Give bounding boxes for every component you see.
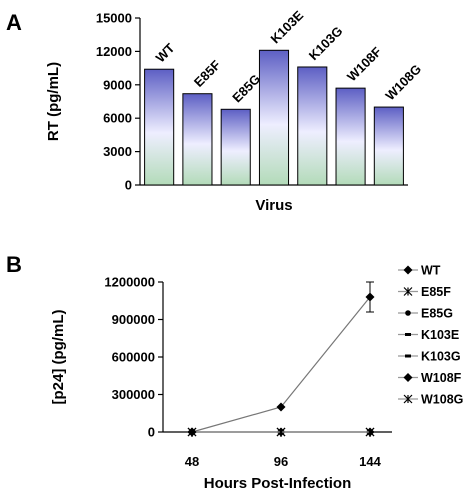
series-e85f xyxy=(187,427,375,437)
diamond-marker xyxy=(365,292,375,302)
legend-marker xyxy=(405,333,411,336)
panel-b-y-tick-label: 0 xyxy=(148,425,155,440)
star-marker xyxy=(403,287,413,296)
legend-label: WT xyxy=(421,264,441,278)
bar-w108f xyxy=(335,87,366,186)
bar-label-wt: WT xyxy=(153,40,178,65)
panel-a-x-axis-title: Virus xyxy=(255,197,292,214)
panel-b-x-tick-label: 96 xyxy=(274,454,288,469)
legend-label: W108F xyxy=(421,371,462,385)
panel-a-y-tick-label: 9000 xyxy=(103,77,132,92)
legend-label: E85F xyxy=(421,285,451,299)
panel-b-y-tick-label: 600000 xyxy=(112,350,155,365)
legend-item-k103e: K103E xyxy=(398,328,459,342)
bar-e85f xyxy=(182,93,213,186)
bar-label-k103g: K103G xyxy=(306,23,346,63)
diamond-marker xyxy=(403,373,413,382)
panel-b-y-tick-label: 1200000 xyxy=(104,275,155,290)
legend-label: E85G xyxy=(421,307,453,321)
legend-marker xyxy=(403,373,413,382)
dash-marker xyxy=(405,333,411,336)
point-wt-96 xyxy=(276,402,286,412)
legend-item-e85f: E85F xyxy=(398,285,451,299)
legend-marker xyxy=(405,354,411,358)
bar-k103e xyxy=(258,49,290,186)
legend-item-w108f: W108F xyxy=(398,371,462,385)
point-e85f-96 xyxy=(276,427,286,437)
panel-b-line-chart: 0 300000 600000 900000 1200000 48 96 144 WT E85… xyxy=(50,264,463,493)
bar-e85g xyxy=(220,108,251,186)
panel-a-y-tick-label: 3000 xyxy=(103,144,132,159)
panel-b-x-axis-title: Hours Post-Infection xyxy=(204,475,352,492)
panel-a-y-tick-label: 6000 xyxy=(103,111,132,126)
legend-label: K103E xyxy=(421,328,459,342)
bar-label-w108f: W108F xyxy=(344,44,384,84)
panel-b-y-tick-label: 300000 xyxy=(112,387,155,402)
legend-item-e85g: E85G xyxy=(398,307,453,321)
panel-a-y-axis-title: RT (pg/mL) xyxy=(45,62,62,141)
bar-label-k103e: K103E xyxy=(268,7,307,46)
panel-a-y-tick-label: 0 xyxy=(125,178,132,193)
diamond-marker xyxy=(403,265,413,275)
diamond-marker xyxy=(187,427,197,437)
circle-marker xyxy=(405,310,411,316)
diamond-marker xyxy=(276,402,286,412)
legend-marker xyxy=(405,310,411,316)
legend-item-w108g: W108G xyxy=(398,393,463,407)
bar-w108g xyxy=(373,106,404,186)
legend-item-wt: WT xyxy=(398,264,441,278)
legend-label: K103G xyxy=(421,350,461,364)
star-marker xyxy=(276,427,286,437)
point-e85f-144 xyxy=(365,427,375,437)
legend-marker xyxy=(403,265,413,275)
point-wt-144 xyxy=(365,292,375,302)
panel-b-legend: WT E85F E85G K103E K103G W108F W108G xyxy=(398,264,463,407)
bar-label-e85g: E85G xyxy=(229,71,263,105)
dash-marker xyxy=(405,354,411,358)
panel-b-y-tick-label: 900000 xyxy=(112,312,155,327)
bar-label-w108g: W108G xyxy=(382,61,424,103)
legend-label: W108G xyxy=(421,393,463,407)
legend-marker xyxy=(403,287,413,296)
bar-label-e85f: E85F xyxy=(191,57,224,90)
star-marker xyxy=(365,427,375,437)
panel-a-y-tick-label: 15000 xyxy=(96,11,132,26)
panel-label-b: B xyxy=(6,252,22,277)
panel-b-y-axis-title: [p24] (pg/mL) xyxy=(50,310,67,405)
series-wt xyxy=(187,281,375,437)
bar-wt xyxy=(144,68,175,186)
panel-a-y-tick-label: 12000 xyxy=(96,44,132,59)
panel-b-x-tick-label: 48 xyxy=(185,454,199,469)
bar-k103g xyxy=(297,66,328,186)
star-marker xyxy=(403,394,413,404)
panel-b-x-tick-label: 144 xyxy=(359,454,381,469)
series-line-wt xyxy=(191,296,371,433)
point-wt-48 xyxy=(187,427,197,437)
panel-label-a: A xyxy=(6,10,22,35)
legend-item-k103g: K103G xyxy=(398,350,461,364)
legend-marker xyxy=(403,394,413,404)
